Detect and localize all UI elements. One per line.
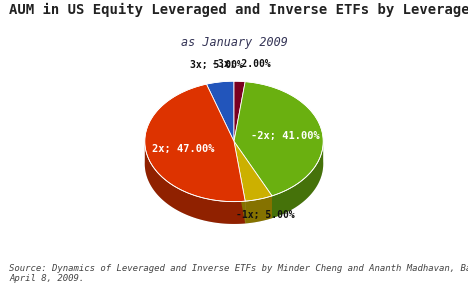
Polygon shape <box>245 196 272 223</box>
Polygon shape <box>234 141 272 201</box>
Polygon shape <box>234 141 272 218</box>
Polygon shape <box>234 141 245 223</box>
Polygon shape <box>234 141 272 218</box>
Polygon shape <box>272 139 323 218</box>
Polygon shape <box>234 141 245 223</box>
Text: 3x; 5.00%: 3x; 5.00% <box>190 60 242 70</box>
Polygon shape <box>145 84 245 202</box>
Text: -1x; 5.00%: -1x; 5.00% <box>236 210 295 221</box>
Text: Source: Dynamics of Leveraged and Inverse ETFs by Minder Cheng and Ananth Madhav: Source: Dynamics of Leveraged and Invers… <box>9 264 468 283</box>
Ellipse shape <box>145 104 323 224</box>
Text: AUM in US Equity Leveraged and Inverse ETFs by Leverage Factor(x): AUM in US Equity Leveraged and Inverse E… <box>9 3 468 17</box>
Polygon shape <box>206 81 234 141</box>
Polygon shape <box>145 140 245 224</box>
Text: as January 2009: as January 2009 <box>181 36 287 49</box>
Text: 2x; 47.00%: 2x; 47.00% <box>152 144 215 154</box>
Polygon shape <box>234 81 245 141</box>
Text: -2x; 41.00%: -2x; 41.00% <box>251 131 320 141</box>
Text: -3x; 2.00%: -3x; 2.00% <box>212 59 271 69</box>
Polygon shape <box>234 82 323 196</box>
